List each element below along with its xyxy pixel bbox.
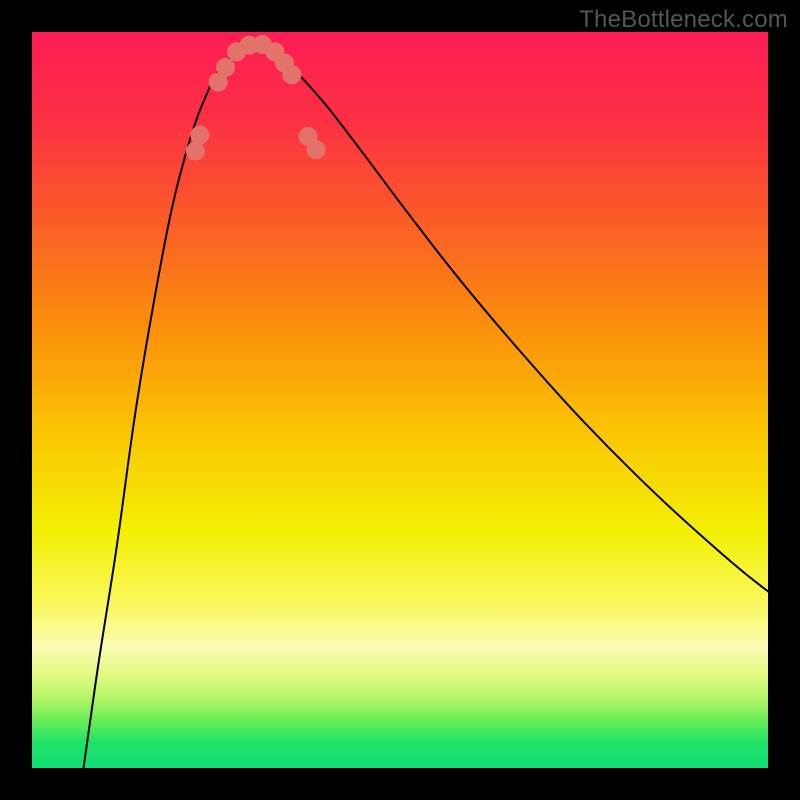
plot-area <box>32 32 768 768</box>
salmon-marker <box>216 58 235 77</box>
salmon-marker <box>190 126 209 145</box>
right-curve <box>279 54 768 591</box>
salmon-marker <box>186 142 205 161</box>
salmon-marker <box>282 65 301 84</box>
left-curve <box>84 54 235 768</box>
curves-layer <box>32 32 768 768</box>
salmon-marker-group <box>186 35 326 161</box>
chart-stage: TheBottleneck.com <box>0 0 800 800</box>
salmon-marker <box>307 140 326 159</box>
watermark-text: TheBottleneck.com <box>579 6 788 34</box>
